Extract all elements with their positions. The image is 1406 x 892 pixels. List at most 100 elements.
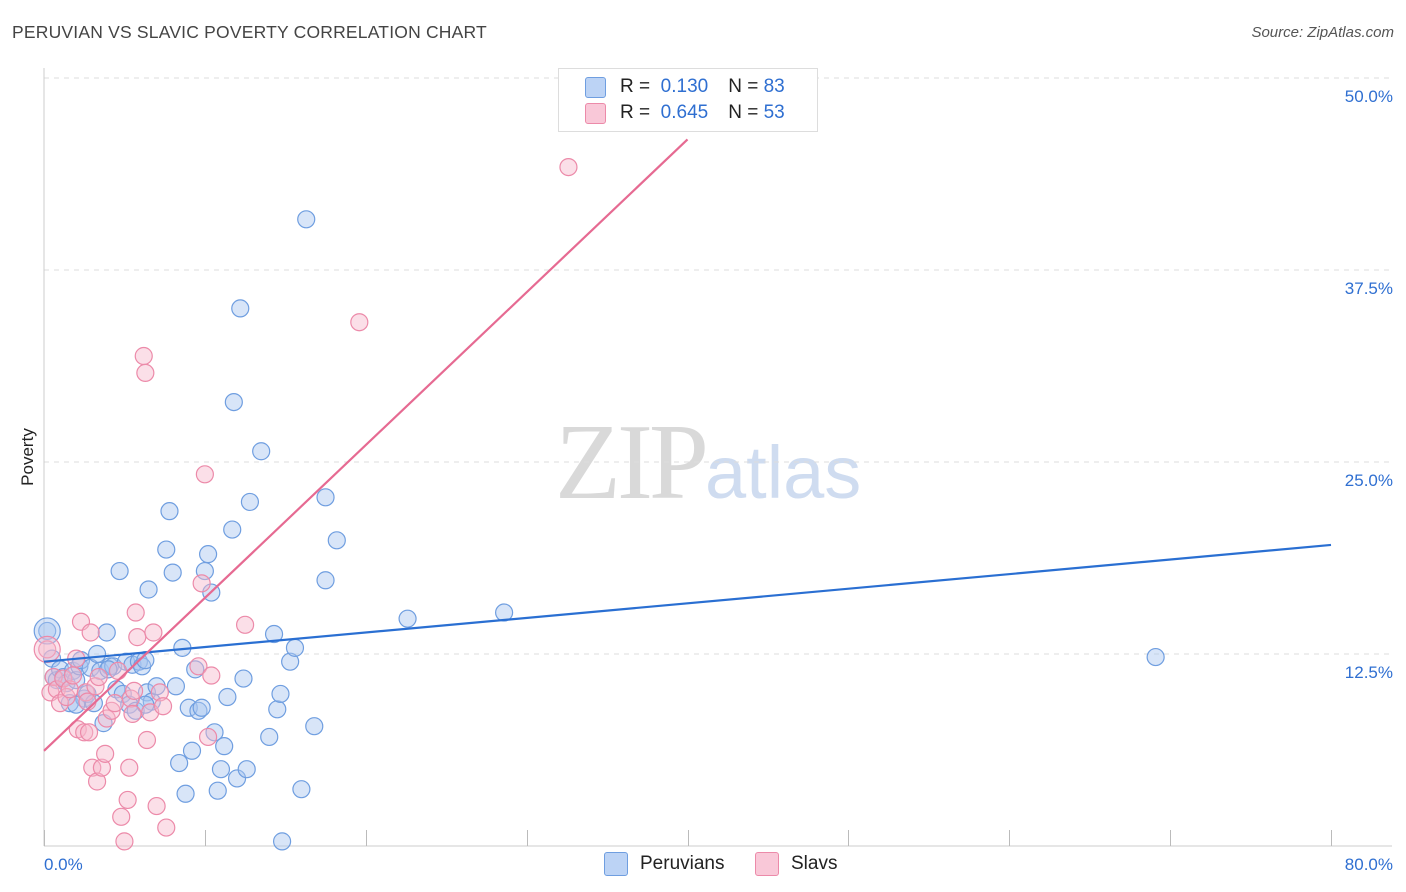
peruvian-point: [316, 488, 335, 507]
peruvian-point: [87, 644, 107, 664]
peruvian-point: [215, 737, 234, 756]
slav-point-large: [33, 635, 61, 663]
peruvian-point: [163, 563, 182, 582]
legend-row-slavs: R = 0.645 N = 53: [585, 100, 785, 126]
legend-r-label: R =: [620, 102, 651, 123]
slav-point: [75, 723, 94, 742]
slav-point: [108, 661, 128, 680]
peruvian-point: [157, 540, 176, 559]
legend-n-value: 53: [763, 102, 785, 123]
slav-point: [147, 796, 166, 816]
peruvian-point: [224, 392, 243, 412]
slav-point: [153, 697, 173, 716]
slav-point: [120, 758, 139, 777]
slav-point: [81, 623, 100, 642]
peruvian-point: [182, 741, 202, 760]
slav-point: [63, 666, 83, 685]
y-tick-label: 50.0%: [1345, 87, 1393, 106]
chart-source: Source: ZipAtlas.com: [1251, 24, 1394, 41]
peruvian-point: [186, 660, 205, 679]
watermark-atlas: atlas: [705, 431, 862, 514]
slav-point: [136, 363, 155, 383]
peruvian-point: [237, 760, 256, 779]
slav-point: [83, 758, 102, 777]
slav-point: [192, 574, 211, 593]
peruvian-point: [170, 753, 189, 773]
slav-point: [79, 723, 99, 742]
peruvian-point: [268, 700, 287, 719]
slav-point: [92, 758, 112, 777]
peruvian-point: [316, 571, 335, 590]
slav-trend-line: [43, 138, 689, 752]
peruvian-point: [305, 717, 324, 736]
peruvian-point: [166, 677, 186, 696]
peruvian-point: [1146, 647, 1165, 667]
bottom-legend-peruvians: Peruvians: [604, 852, 725, 876]
slav-point: [235, 615, 255, 634]
legend-n-label: N =: [728, 102, 759, 123]
chart-title: PERUVIAN VS SLAVIC POVERTY CORRELATION C…: [12, 22, 487, 42]
peruvian-points: [33, 210, 1165, 851]
peruvian-point: [234, 669, 253, 688]
peruvian-point: [281, 652, 300, 671]
slav-point: [126, 603, 145, 622]
watermark-zip: ZIP: [555, 403, 709, 522]
slav-point: [112, 807, 131, 826]
peruvian-point: [231, 299, 250, 318]
slav-point: [118, 790, 137, 810]
y-axis-title: Poverty: [18, 428, 37, 486]
slav-point: [189, 657, 208, 676]
legend-n-value: 83: [763, 76, 785, 97]
slav-points: [33, 157, 578, 851]
grid-layer: [43, 68, 1392, 847]
slav-point: [202, 666, 221, 685]
peruvian-point: [260, 727, 279, 747]
axis-labels: 12.5% 25.0% 37.5% 50.0% 0.0% 80.0% Poverty: [18, 87, 1393, 874]
peruvian-point: [252, 442, 271, 461]
slav-point: [78, 692, 97, 711]
slav-point: [198, 727, 218, 747]
slav-point: [150, 683, 169, 702]
slav-point: [134, 346, 153, 366]
slav-point: [96, 744, 115, 763]
slav-point: [128, 628, 147, 647]
peruvian-point: [271, 684, 290, 704]
slav-point: [123, 704, 142, 724]
slavs-legend-swatch: [755, 852, 779, 876]
trend-lines: [43, 138, 1332, 752]
slav-point: [105, 694, 124, 713]
correlation-legend: R = 0.130 N = 83 R = 0.645 N = 53: [558, 68, 818, 132]
peruvian-point: [272, 832, 292, 851]
peruvian-point: [192, 698, 211, 717]
x-tick-label: 0.0%: [44, 855, 83, 874]
peruvian-point: [67, 695, 86, 714]
peruvian-point: [198, 545, 218, 564]
peruvian-point: [218, 687, 237, 707]
peruvian-point: [227, 769, 247, 788]
peruvian-point: [327, 531, 346, 550]
legend-n-label: N =: [728, 76, 759, 97]
slav-point: [76, 683, 95, 702]
watermark: ZIPatlas: [555, 398, 861, 525]
slav-point: [115, 832, 134, 851]
peruvian-trend-line: [43, 543, 1332, 663]
tick-layer: [44, 830, 1332, 846]
slav-point: [87, 772, 107, 791]
slav-point: [350, 313, 369, 332]
slav-point: [157, 818, 176, 837]
legend-row-peruvians: R = 0.130 N = 83: [585, 74, 785, 100]
peruvian-point: [297, 210, 316, 229]
peruvian-point: [176, 784, 195, 803]
peruvian-point: [240, 492, 260, 512]
peruvian-point: [264, 624, 284, 644]
slav-point: [195, 465, 214, 484]
slav-point: [89, 667, 108, 687]
peruvian-point: [97, 623, 116, 642]
slav-point: [38, 640, 57, 659]
peruvians-legend-swatch: [604, 852, 628, 876]
peruvian-point: [189, 701, 208, 720]
peruvian-point: [208, 781, 227, 800]
bottom-legend-slavs: Slavs: [755, 852, 837, 876]
peruvians-legend-label: Peruvians: [640, 853, 725, 874]
